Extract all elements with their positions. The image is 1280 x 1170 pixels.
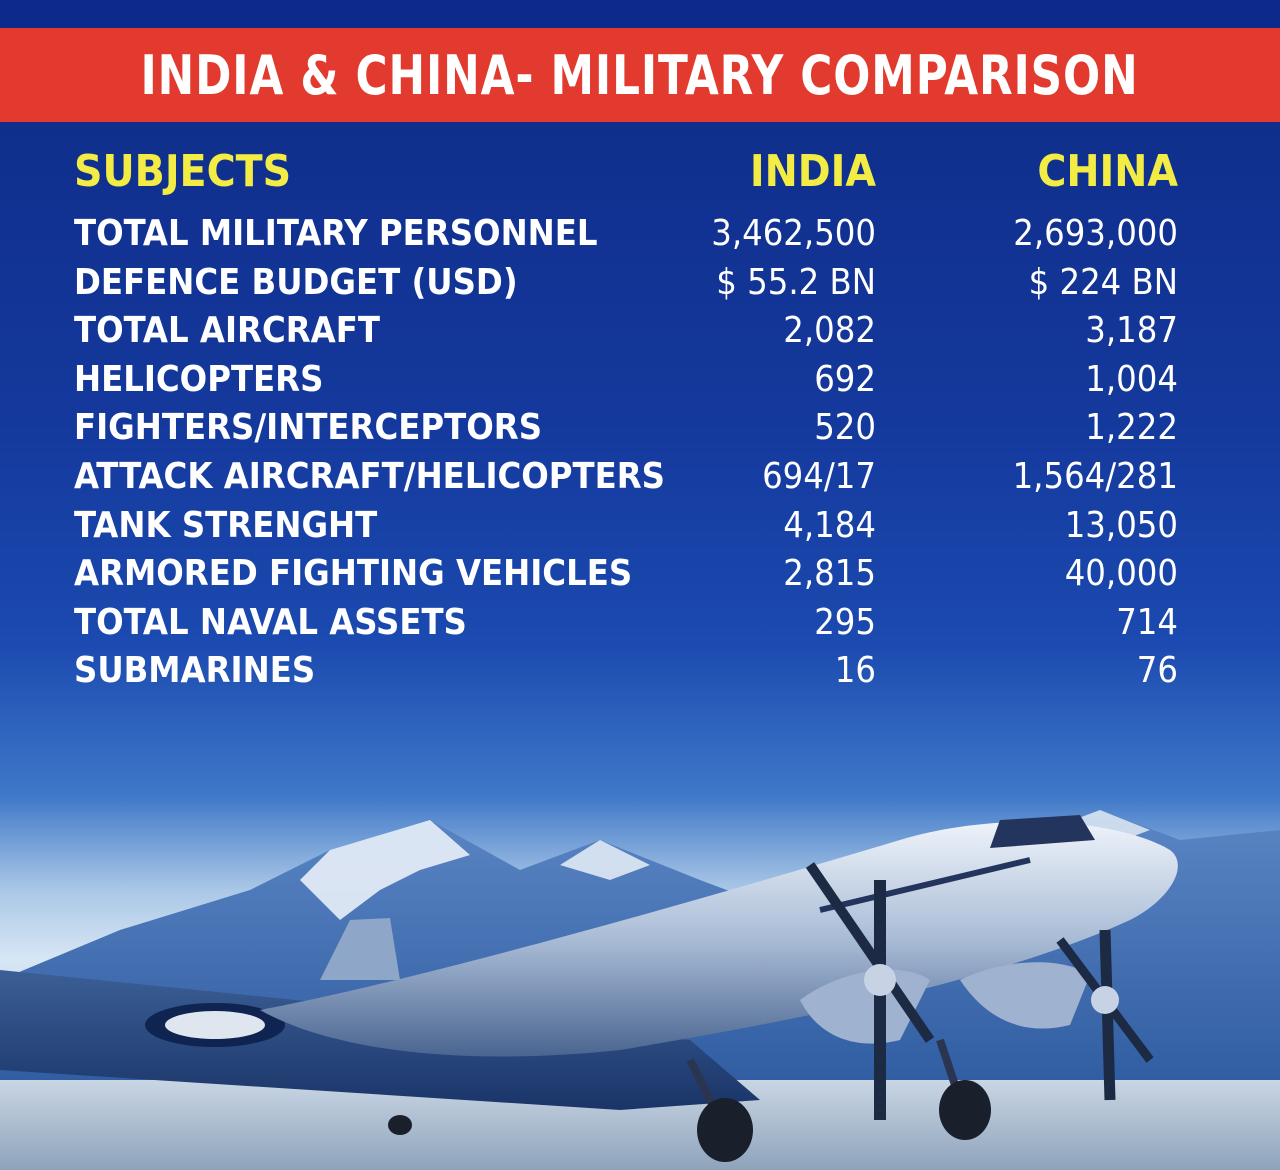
propeller-right	[1056, 929, 1154, 1101]
row-china-value: 1,564/281	[1012, 456, 1178, 497]
row-india-value: 3,462,500	[711, 213, 876, 254]
row-india-value: 4,184	[783, 504, 876, 546]
row-china-value: 13,050	[1064, 504, 1178, 546]
row-china-value: 76	[1136, 650, 1178, 692]
row-india-value: 520	[814, 407, 876, 449]
row-india-value: 295	[814, 601, 876, 643]
column-header-china: CHINA	[1037, 146, 1178, 197]
row-subject: HELICOPTERS	[74, 358, 324, 400]
table-row: SUBMARINES 16 76	[0, 647, 1280, 695]
table-row: TOTAL AIRCRAFT 2,082 3,187	[0, 307, 1280, 355]
row-subject: TOTAL NAVAL ASSETS	[74, 601, 467, 643]
transport-aircraft	[0, 815, 1178, 1162]
row-india-value: 16	[834, 650, 876, 692]
title-banner: INDIA & CHINA- MILITARY COMPARISON	[0, 28, 1280, 122]
row-china-value: 1,004	[1085, 358, 1178, 400]
table-row: DEFENCE BUDGET (USD) $ 55.2 BN $ 224 BN	[0, 259, 1280, 307]
row-china-value: 2,693,000	[1013, 213, 1178, 254]
column-header-subjects: SUBJECTS	[74, 146, 292, 197]
row-subject: SUBMARINES	[74, 650, 316, 692]
column-header-india: INDIA	[749, 146, 876, 197]
row-subject: ARMORED FIGHTING VEHICLES	[74, 553, 633, 595]
row-india-value: $ 55.2 BN	[716, 261, 876, 303]
table-row: TANK STRENGHT 4,184 13,050	[0, 502, 1280, 550]
row-subject: FIGHTERS/INTERCEPTORS	[74, 407, 543, 449]
table-row: TOTAL MILITARY PERSONNEL 3,462,500 2,693,0…	[0, 210, 1280, 258]
row-china-value: $ 224 BN	[1028, 261, 1178, 303]
row-subject: TANK STRENGHT	[74, 504, 378, 546]
table-row: ATTACK AIRCRAFT/HELICOPTERS 694/17 1,564/2…	[0, 453, 1280, 501]
row-subject: ATTACK AIRCRAFT/HELICOPTERS	[74, 456, 666, 497]
table-row: ARMORED FIGHTING VEHICLES 2,815 40,000	[0, 550, 1280, 598]
table-row: FIGHTERS/INTERCEPTORS 520 1,222	[0, 404, 1280, 452]
row-india-value: 2,082	[783, 310, 876, 352]
row-india-value: 692	[814, 358, 876, 400]
table-row: TOTAL NAVAL ASSETS 295 714	[0, 599, 1280, 647]
table-row: HELICOPTERS 692 1,004	[0, 356, 1280, 404]
row-china-value: 40,000	[1064, 553, 1178, 595]
row-china-value: 714	[1116, 601, 1178, 643]
row-india-value: 694/17	[762, 456, 876, 497]
page-title: INDIA & CHINA- MILITARY COMPARISON	[140, 43, 1140, 107]
propeller-left	[805, 862, 935, 1120]
landing-gear	[388, 1038, 991, 1162]
row-subject: DEFENCE BUDGET (USD)	[74, 261, 518, 303]
row-china-value: 3,187	[1085, 310, 1178, 352]
row-subject: TOTAL AIRCRAFT	[74, 310, 380, 352]
top-strip	[0, 0, 1280, 28]
table-header: SUBJECTS INDIA CHINA	[0, 144, 1280, 200]
aircraft-illustration	[0, 810, 1280, 1170]
row-subject: TOTAL MILITARY PERSONNEL	[74, 213, 598, 254]
row-china-value: 1,222	[1085, 407, 1178, 449]
row-india-value: 2,815	[783, 553, 876, 595]
